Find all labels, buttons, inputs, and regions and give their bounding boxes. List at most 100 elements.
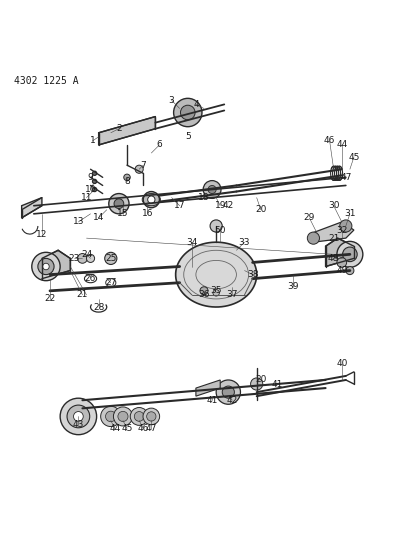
Circle shape	[73, 411, 83, 421]
Circle shape	[124, 174, 130, 181]
Text: 37: 37	[226, 290, 238, 300]
Polygon shape	[176, 242, 257, 307]
Text: 47: 47	[146, 424, 157, 433]
Text: 9: 9	[88, 173, 93, 182]
Text: 48: 48	[328, 254, 339, 263]
Text: 40: 40	[336, 359, 348, 368]
Text: 11: 11	[81, 193, 92, 202]
Text: 44: 44	[109, 424, 120, 433]
Text: 21: 21	[77, 290, 88, 300]
Text: 20: 20	[255, 375, 266, 384]
Text: 22: 22	[44, 294, 55, 303]
Circle shape	[78, 254, 87, 263]
Text: 31: 31	[344, 209, 356, 219]
Text: 33: 33	[239, 238, 250, 247]
Circle shape	[180, 105, 195, 120]
Circle shape	[143, 408, 160, 425]
Text: 23: 23	[69, 254, 80, 263]
Text: 8: 8	[124, 177, 130, 186]
Circle shape	[32, 252, 60, 281]
Text: 42: 42	[227, 395, 238, 405]
Text: 32: 32	[336, 225, 348, 235]
Text: 45: 45	[121, 424, 133, 433]
Text: 49: 49	[336, 266, 348, 275]
Circle shape	[216, 380, 240, 404]
Circle shape	[200, 287, 208, 295]
Circle shape	[118, 411, 128, 422]
Text: 36: 36	[198, 290, 210, 300]
Text: 41: 41	[206, 395, 218, 405]
Circle shape	[222, 386, 234, 398]
Circle shape	[343, 247, 357, 262]
Polygon shape	[326, 238, 354, 266]
Text: 17: 17	[174, 201, 186, 210]
Circle shape	[135, 165, 143, 173]
Text: 34: 34	[186, 238, 197, 247]
Circle shape	[134, 411, 144, 421]
Circle shape	[213, 289, 220, 296]
Text: 7: 7	[140, 160, 146, 169]
Text: 1: 1	[90, 136, 95, 146]
Text: 5: 5	[185, 132, 191, 141]
Text: 35: 35	[211, 286, 222, 295]
Circle shape	[43, 263, 49, 270]
Circle shape	[130, 408, 148, 425]
Text: 18: 18	[198, 193, 210, 202]
Text: 10: 10	[85, 185, 96, 194]
Circle shape	[143, 191, 160, 208]
Text: 38: 38	[247, 270, 258, 279]
Text: 14: 14	[93, 213, 104, 222]
Text: 3: 3	[169, 96, 175, 105]
Circle shape	[208, 185, 216, 193]
Text: 6: 6	[157, 140, 162, 149]
Text: 26: 26	[85, 274, 96, 283]
Text: 28: 28	[93, 303, 104, 311]
Text: 29: 29	[304, 213, 315, 222]
Text: 4302 1225 A: 4302 1225 A	[13, 76, 78, 86]
Polygon shape	[22, 198, 42, 218]
Text: 47: 47	[340, 173, 352, 182]
Text: 50: 50	[215, 225, 226, 235]
Text: 24: 24	[81, 250, 92, 259]
Text: 27: 27	[105, 278, 117, 287]
Circle shape	[251, 378, 263, 390]
Circle shape	[346, 266, 354, 274]
Polygon shape	[99, 117, 155, 145]
Circle shape	[148, 196, 155, 203]
Circle shape	[60, 398, 97, 435]
Text: 4: 4	[193, 100, 199, 109]
Text: 44: 44	[336, 140, 347, 149]
Text: 42: 42	[223, 201, 234, 210]
Circle shape	[340, 220, 352, 232]
Text: 16: 16	[142, 209, 153, 219]
Circle shape	[337, 241, 363, 268]
Circle shape	[203, 181, 221, 198]
Polygon shape	[196, 380, 220, 396]
Circle shape	[93, 180, 97, 183]
Text: 19: 19	[215, 201, 226, 210]
Circle shape	[105, 252, 117, 264]
Text: 20: 20	[255, 205, 266, 214]
Circle shape	[113, 407, 133, 426]
Text: 30: 30	[328, 201, 339, 210]
Text: 46: 46	[137, 424, 149, 433]
Circle shape	[146, 412, 156, 421]
Circle shape	[106, 411, 116, 422]
Text: 39: 39	[287, 282, 299, 291]
Circle shape	[210, 220, 222, 232]
Text: 43: 43	[73, 420, 84, 429]
Text: 41: 41	[271, 379, 283, 389]
Text: 46: 46	[324, 136, 335, 146]
Text: 25: 25	[105, 254, 117, 263]
Polygon shape	[309, 222, 354, 242]
Text: 2: 2	[116, 124, 122, 133]
Circle shape	[101, 406, 121, 426]
Text: 15: 15	[117, 209, 129, 219]
Circle shape	[93, 171, 97, 175]
Circle shape	[86, 254, 95, 262]
Circle shape	[67, 405, 90, 428]
Circle shape	[114, 199, 124, 208]
Polygon shape	[42, 251, 70, 279]
Circle shape	[93, 188, 97, 191]
Circle shape	[307, 232, 319, 244]
